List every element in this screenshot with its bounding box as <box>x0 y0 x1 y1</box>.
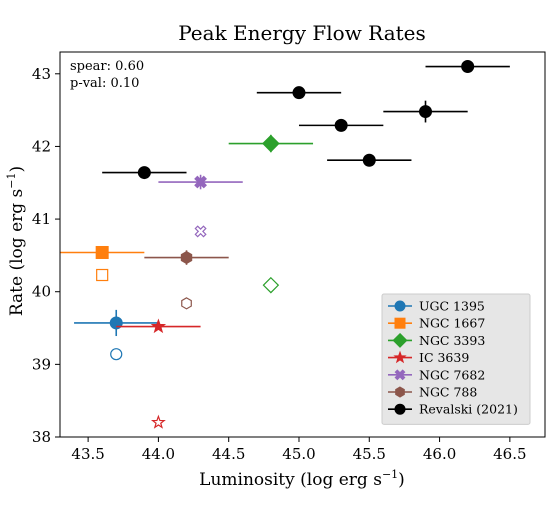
x-axis-label-end: ) <box>398 470 405 490</box>
y-tick-label: 39 <box>32 355 51 373</box>
point-ngc-1667 <box>95 245 109 259</box>
open-point-ngc-788 <box>181 297 192 310</box>
y-axis-label-text: Rate (log erg s <box>7 189 27 316</box>
legend-marker-ngc-3393 <box>392 332 408 348</box>
point-revalski-2021 <box>362 153 376 167</box>
point-ic-3639 <box>150 318 167 334</box>
legend-label-revalski-2021: Revalski (2021) <box>419 402 518 417</box>
x-axis-label-text: Luminosity (log erg s <box>199 470 382 490</box>
legend-marker-ngc-788 <box>395 386 405 398</box>
y-axis-label-sup: −1 <box>5 173 18 189</box>
point-revalski-2021 <box>461 60 475 74</box>
plot-area <box>60 60 510 429</box>
x-tick-label: 44.0 <box>142 445 175 463</box>
legend: UGC 1395 NGC 1667 NGC 3393 IC 3639 NGC 7682 N… <box>381 293 531 425</box>
point-ngc-788 <box>180 251 193 265</box>
y-axis-label-end: ) <box>7 166 27 173</box>
point-ngc-7682 <box>194 175 207 189</box>
axis-ticks: 43.5 44.0 44.5 45.0 45.5 46.0 46.5 38 39 40 41 42 43 <box>32 65 527 463</box>
series-revalski-2021 <box>102 60 510 180</box>
open-point-ngc-3393 <box>262 276 280 294</box>
open-point-ugc-1395 <box>110 348 123 361</box>
annotation-spear: spear: 0.60 <box>70 59 144 74</box>
legend-label-ngc-788: NGC 788 <box>419 385 477 400</box>
legend-label-ugc-1395: UGC 1395 <box>419 299 485 314</box>
legend-marker-revalski-2021 <box>394 403 406 415</box>
open-point-ngc-7682 <box>194 225 207 238</box>
point-revalski-2021 <box>419 105 433 119</box>
y-tick-label: 41 <box>32 210 51 228</box>
y-tick-label: 42 <box>32 137 51 155</box>
legend-label-ic-3639: IC 3639 <box>419 350 469 365</box>
y-tick-label: 40 <box>32 283 51 301</box>
legend-marker-ic-3639 <box>393 350 407 364</box>
x-axis-label-sup: −1 <box>382 468 398 481</box>
legend-marker-ngc-7682 <box>394 369 406 381</box>
legend-marker-ugc-1395 <box>394 300 406 312</box>
legend-label-ngc-3393: NGC 3393 <box>419 333 485 348</box>
series-ngc-788 <box>144 250 229 310</box>
y-axis-label: Rate (log erg s−1) <box>5 166 27 316</box>
series-ngc-1667 <box>60 245 145 282</box>
y-tick-label: 43 <box>32 65 51 83</box>
x-axis-label: Luminosity (log erg s−1) <box>199 468 405 490</box>
chart-title: Peak Energy Flow Rates <box>178 21 426 45</box>
x-tick-label: 46.5 <box>493 445 526 463</box>
point-revalski-2021 <box>292 86 306 100</box>
annotation-pval: p-val: 0.10 <box>70 76 139 91</box>
open-point-ic-3639 <box>150 414 166 429</box>
legend-marker-ngc-1667 <box>394 317 406 329</box>
x-tick-label: 45.5 <box>353 445 386 463</box>
series-ngc-3393 <box>228 134 314 294</box>
x-tick-label: 46.0 <box>423 445 456 463</box>
open-point-ngc-1667 <box>96 268 109 282</box>
x-tick-label: 45.0 <box>282 445 315 463</box>
point-ngc-3393 <box>262 134 280 153</box>
series-ngc-7682 <box>158 174 243 238</box>
x-tick-label: 43.5 <box>71 445 104 463</box>
plot-frame <box>59 51 546 438</box>
legend-label-ngc-1667: NGC 1667 <box>419 316 485 331</box>
legend-label-ngc-7682: NGC 7682 <box>419 367 485 382</box>
point-revalski-2021 <box>334 118 348 132</box>
point-revalski-2021 <box>137 166 151 180</box>
legend-box <box>381 293 531 425</box>
y-tick-label: 38 <box>32 428 51 446</box>
x-tick-label: 44.5 <box>212 445 245 463</box>
series-ic-3639 <box>116 318 201 429</box>
